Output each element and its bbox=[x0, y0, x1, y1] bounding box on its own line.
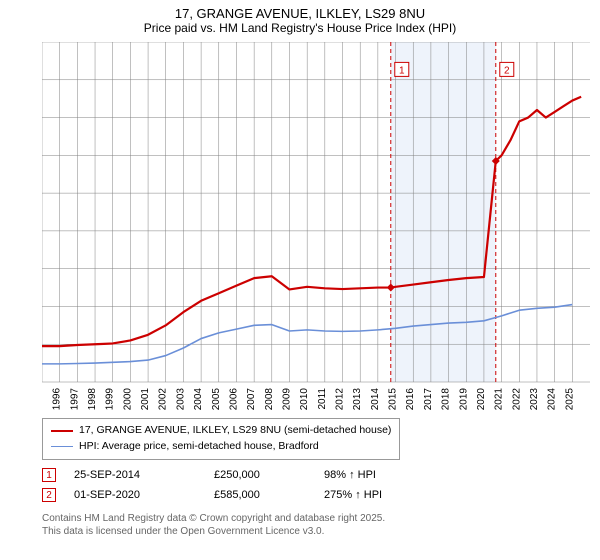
marker-price: £250,000 bbox=[214, 469, 324, 481]
svg-text:1999: 1999 bbox=[105, 388, 116, 410]
svg-text:2020: 2020 bbox=[476, 388, 487, 410]
chart-area: £0£100K£200K£300K£400K£500K£600K£700K£80… bbox=[42, 42, 590, 410]
svg-text:2010: 2010 bbox=[299, 388, 310, 410]
svg-text:2017: 2017 bbox=[423, 388, 434, 410]
sale-marker-row: 2 01-SEP-2020 £585,000 275% ↑ HPI bbox=[42, 485, 444, 505]
svg-text:2001: 2001 bbox=[140, 388, 151, 410]
marker-price: £585,000 bbox=[214, 489, 324, 501]
title-subtitle: Price paid vs. HM Land Registry's House … bbox=[0, 21, 600, 35]
svg-text:2021: 2021 bbox=[494, 388, 505, 410]
chart-container: 17, GRANGE AVENUE, ILKLEY, LS29 8NU Pric… bbox=[0, 0, 600, 560]
svg-text:2: 2 bbox=[504, 65, 510, 76]
title-address: 17, GRANGE AVENUE, ILKLEY, LS29 8NU bbox=[0, 6, 600, 21]
svg-text:2018: 2018 bbox=[441, 388, 452, 410]
svg-text:2003: 2003 bbox=[175, 388, 186, 410]
svg-text:2012: 2012 bbox=[335, 388, 346, 410]
svg-text:1: 1 bbox=[399, 65, 405, 76]
svg-text:2009: 2009 bbox=[281, 388, 292, 410]
svg-text:2023: 2023 bbox=[529, 388, 540, 410]
svg-text:2014: 2014 bbox=[370, 388, 381, 410]
svg-text:2024: 2024 bbox=[547, 388, 558, 410]
svg-text:2002: 2002 bbox=[158, 388, 169, 410]
marker-hpi: 98% ↑ HPI bbox=[324, 469, 444, 481]
svg-text:2022: 2022 bbox=[511, 388, 522, 410]
marker-number-icon: 1 bbox=[42, 468, 56, 482]
legend-label: 17, GRANGE AVENUE, ILKLEY, LS29 8NU (sem… bbox=[79, 423, 391, 439]
footer-line: Contains HM Land Registry data © Crown c… bbox=[42, 512, 385, 525]
svg-text:1998: 1998 bbox=[87, 388, 98, 410]
title-block: 17, GRANGE AVENUE, ILKLEY, LS29 8NU Pric… bbox=[0, 0, 600, 37]
svg-text:2015: 2015 bbox=[388, 388, 399, 410]
marker-hpi: 275% ↑ HPI bbox=[324, 489, 444, 501]
svg-text:2019: 2019 bbox=[458, 388, 469, 410]
svg-text:2004: 2004 bbox=[193, 388, 204, 410]
svg-text:1997: 1997 bbox=[69, 388, 80, 410]
legend-row: HPI: Average price, semi-detached house,… bbox=[51, 439, 391, 455]
sale-marker-row: 1 25-SEP-2014 £250,000 98% ↑ HPI bbox=[42, 465, 444, 485]
footer-attribution: Contains HM Land Registry data © Crown c… bbox=[42, 512, 385, 538]
legend-label: HPI: Average price, semi-detached house,… bbox=[79, 439, 319, 455]
legend-swatch-icon bbox=[51, 430, 73, 433]
svg-text:2011: 2011 bbox=[317, 388, 328, 410]
svg-text:2006: 2006 bbox=[228, 388, 239, 410]
marker-number-icon: 2 bbox=[42, 488, 56, 502]
svg-text:2016: 2016 bbox=[405, 388, 416, 410]
legend: 17, GRANGE AVENUE, ILKLEY, LS29 8NU (sem… bbox=[42, 418, 400, 460]
svg-text:2013: 2013 bbox=[352, 388, 363, 410]
svg-text:1996: 1996 bbox=[52, 388, 63, 410]
svg-text:2005: 2005 bbox=[211, 388, 222, 410]
legend-swatch-icon bbox=[51, 446, 73, 448]
chart-svg: £0£100K£200K£300K£400K£500K£600K£700K£80… bbox=[42, 42, 590, 410]
legend-row: 17, GRANGE AVENUE, ILKLEY, LS29 8NU (sem… bbox=[51, 423, 391, 439]
svg-text:1995: 1995 bbox=[42, 388, 45, 410]
svg-text:2008: 2008 bbox=[264, 388, 275, 410]
marker-date: 01-SEP-2020 bbox=[74, 489, 214, 501]
svg-text:2025: 2025 bbox=[564, 388, 575, 410]
footer-line: This data is licensed under the Open Gov… bbox=[42, 525, 385, 538]
svg-text:2007: 2007 bbox=[246, 388, 257, 410]
sale-markers-table: 1 25-SEP-2014 £250,000 98% ↑ HPI 2 01-SE… bbox=[42, 465, 444, 505]
svg-text:2000: 2000 bbox=[122, 388, 133, 410]
marker-date: 25-SEP-2014 bbox=[74, 469, 214, 481]
